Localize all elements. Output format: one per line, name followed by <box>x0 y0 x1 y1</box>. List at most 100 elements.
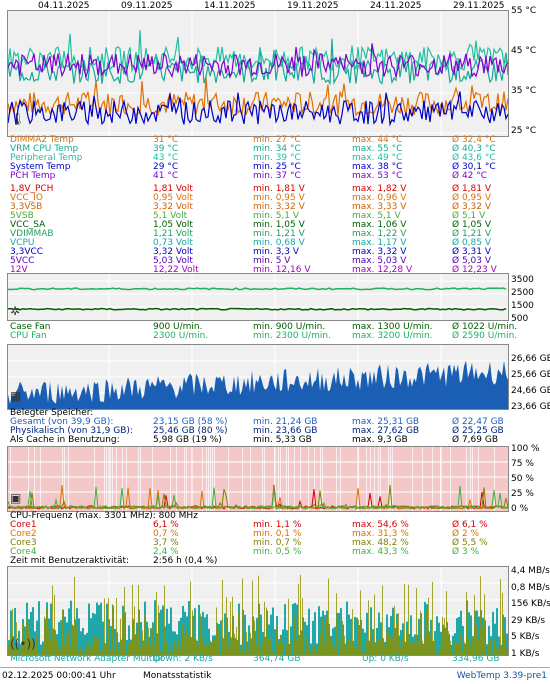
network-up-bar <box>96 637 97 655</box>
cpu-core-avg: Ø 3 % <box>452 548 479 557</box>
network-graph <box>7 566 509 656</box>
network-up-bar <box>144 616 145 655</box>
network-up-bar <box>268 640 269 655</box>
network-down-bar <box>346 602 348 655</box>
network-up-bar <box>480 576 481 655</box>
network-up-bar <box>350 642 351 655</box>
network-up-bar <box>214 639 215 655</box>
network-up-bar <box>66 636 67 655</box>
statistics-label: Monatsstatistik <box>143 671 211 681</box>
user-activity-label: Zeit mit Benutzeraktivität: <box>10 557 129 566</box>
network-up-bar <box>242 579 243 655</box>
network-down-bar <box>304 622 306 655</box>
cpu-idle-band <box>336 447 337 511</box>
network-up-bar <box>236 627 237 655</box>
network-up-bar <box>8 644 9 655</box>
network-down-bar <box>100 603 102 655</box>
fan-cur: 2300 U/min. <box>153 332 208 341</box>
network-up-bar <box>182 624 183 655</box>
cpu-idle-band <box>184 447 185 511</box>
network-up-bar <box>36 635 37 655</box>
cpu-idle-band <box>140 447 141 511</box>
network-up-bar <box>418 644 419 655</box>
network-up-bar <box>334 648 335 655</box>
network-up-bar <box>152 626 153 655</box>
memory-tick-label: 26,66 GB <box>511 354 550 364</box>
network-up-bar <box>288 599 289 655</box>
network-up-bar <box>44 616 45 655</box>
network-up-bar <box>98 639 99 655</box>
temperature-avg: Ø 42 °C <box>452 172 487 181</box>
cpu-idle-band <box>390 447 391 511</box>
network-down-bar <box>90 618 92 655</box>
network-up-bar <box>200 614 201 655</box>
network-up-bar <box>270 638 271 655</box>
temperature-name: PCH Temp <box>10 172 55 181</box>
cpu-idle-band <box>392 447 393 511</box>
network-up-bar <box>306 637 307 655</box>
network-up-bar <box>460 634 461 655</box>
network-up-bar <box>398 613 399 655</box>
network-up-bar <box>112 604 113 655</box>
fan-icon: ✲ <box>10 304 20 318</box>
network-up-bar <box>74 577 75 655</box>
cpu-tick-label: 100 % <box>511 444 540 454</box>
network-up-bar <box>352 609 353 655</box>
cpu-idle-band <box>322 447 323 511</box>
timestamp: 02.12.2025 00:00:41 Uhr <box>2 671 116 681</box>
temperature-tick-label: 35 °C <box>511 86 536 96</box>
network-up-bar <box>394 606 395 655</box>
network-up-bar <box>192 610 193 655</box>
network-up-bar <box>196 639 197 655</box>
fan-series-line <box>8 309 506 311</box>
network-up-bar <box>138 585 139 655</box>
network-up-bar <box>426 611 427 655</box>
cpu-idle-band <box>116 447 117 511</box>
network-up-bar <box>432 582 433 655</box>
cpu-idle-band <box>104 447 105 511</box>
network-up-bar <box>346 648 347 655</box>
network-up-bar <box>476 625 477 655</box>
cpu-idle-band <box>40 447 41 511</box>
network-down-bar <box>82 628 84 655</box>
network-up-bar <box>156 592 157 655</box>
cpu-idle-band <box>122 447 123 511</box>
network-up-bar <box>52 585 53 655</box>
temperature-tick-label: 25 °C <box>511 126 536 136</box>
network-up-bar <box>216 607 217 655</box>
cpu-idle-band <box>176 447 177 511</box>
network-up-bar <box>414 642 415 655</box>
cpu-idle-band <box>412 447 413 511</box>
temperature-max: max. 53 °C <box>352 172 402 181</box>
network-up-bar <box>326 617 327 655</box>
network-up-bar <box>390 638 391 655</box>
network-up-bar <box>412 641 413 655</box>
cpu-idle-band <box>320 447 321 511</box>
version-link[interactable]: WebTemp 3.39-pre1 <box>457 671 547 681</box>
network-up-bar <box>302 598 303 655</box>
network-up-bar <box>368 601 369 655</box>
network-down-bar <box>172 631 174 655</box>
network-up-bar <box>122 614 123 655</box>
network-up-bar <box>116 598 117 655</box>
network-up-bar <box>420 611 421 655</box>
network-up-bar <box>324 644 325 655</box>
cpu-idle-band <box>264 447 265 511</box>
network-up-bar <box>46 608 47 655</box>
network-up-bar <box>222 580 223 655</box>
network-up-bar <box>234 633 235 655</box>
network-down-bar <box>292 604 294 655</box>
cpu-tick-label: 50 % <box>511 474 534 484</box>
network-up-bar <box>280 636 281 655</box>
network-up-bar <box>396 624 397 655</box>
network-up-bar <box>422 641 423 655</box>
network-down-bar <box>84 635 86 655</box>
network-down-bar <box>126 640 128 655</box>
network-up-bar <box>308 646 309 655</box>
memory-tick-label: 24,66 GB <box>511 386 550 396</box>
network-up-bar <box>392 638 393 655</box>
network-up-bar <box>410 643 411 655</box>
network-up-bar <box>158 605 159 655</box>
network-up-bar <box>490 639 491 655</box>
network-down-bar <box>272 608 274 655</box>
